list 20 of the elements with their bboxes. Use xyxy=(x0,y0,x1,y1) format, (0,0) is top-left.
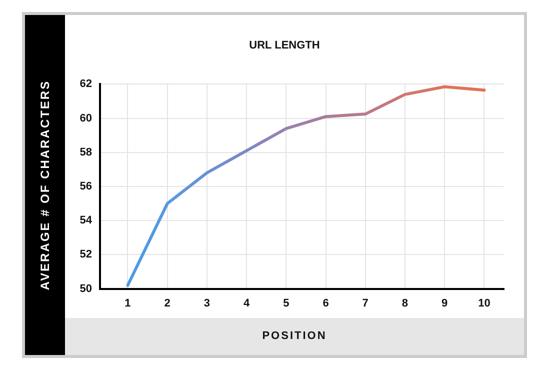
x-tick-label: 10 xyxy=(478,297,490,310)
y-tick-label: 50 xyxy=(80,282,92,295)
x-tick-label: 4 xyxy=(243,297,250,310)
x-tick-label: 3 xyxy=(204,297,210,310)
x-tick-label: 6 xyxy=(322,297,329,310)
x-tick-label: 5 xyxy=(283,297,290,310)
x-axis-title: POSITION xyxy=(65,318,524,355)
x-tick-label: 2 xyxy=(164,297,170,310)
y-tick-label: 54 xyxy=(80,214,93,227)
chart-title: URL LENGTH xyxy=(249,40,320,52)
x-tick-label: 7 xyxy=(362,297,368,310)
x-tick-label: 9 xyxy=(442,297,448,310)
y-tick-label: 58 xyxy=(80,146,92,158)
y-axis-title: AVERAGE # OF CHARACTERS xyxy=(38,80,52,290)
x-tick-label: 8 xyxy=(402,297,408,310)
x-tick-label: 1 xyxy=(124,297,131,310)
y-tick-label: 56 xyxy=(80,180,92,193)
y-tick-label: 60 xyxy=(80,112,92,124)
y-tick-label: 62 xyxy=(80,78,92,90)
y-tick-label: 52 xyxy=(80,248,92,261)
